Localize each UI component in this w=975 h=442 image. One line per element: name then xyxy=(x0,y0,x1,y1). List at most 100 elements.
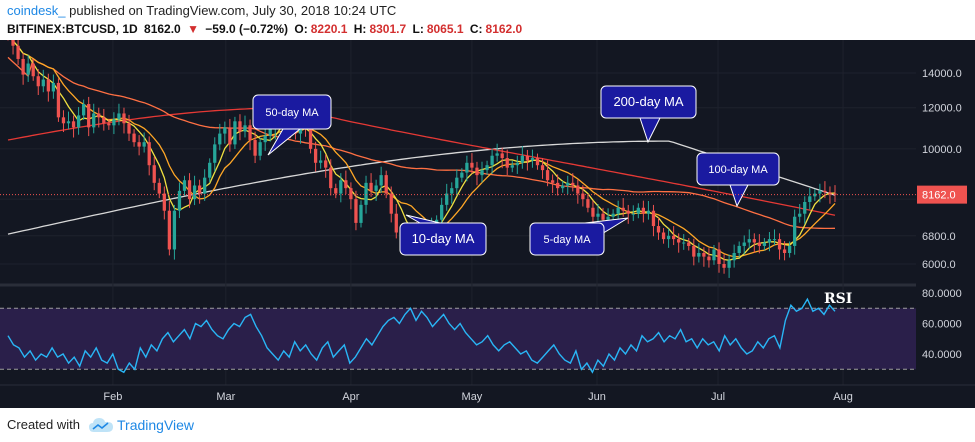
candle-up xyxy=(364,182,368,205)
ma50-line xyxy=(7,56,836,230)
candle-up xyxy=(218,133,222,145)
callout-100-day-ma: 100-day MA xyxy=(696,152,780,208)
candle-down xyxy=(656,226,661,233)
rsi-tick-label: 60.0000 xyxy=(922,319,962,331)
candle-down xyxy=(61,117,66,124)
candle-up xyxy=(379,175,383,186)
price-change: −59.0 (−0.72%) xyxy=(205,22,289,36)
price-tick-label: 10000.0 xyxy=(922,144,962,156)
rsi-line xyxy=(7,297,836,374)
candle-up xyxy=(732,253,736,261)
candle-up xyxy=(192,185,197,200)
price-tick-label: 12000.0 xyxy=(922,103,962,115)
candle-down xyxy=(152,165,156,183)
candle-down xyxy=(470,162,474,168)
candle-down xyxy=(540,165,545,171)
candle-down xyxy=(601,213,605,220)
candle-down xyxy=(550,180,555,183)
candle-down xyxy=(71,121,76,128)
candle-up xyxy=(798,213,802,217)
candle-up xyxy=(233,121,237,145)
candle-up xyxy=(737,245,741,254)
candle-down xyxy=(313,148,318,163)
candle-up xyxy=(530,158,535,161)
candle-up xyxy=(182,180,187,191)
candle-up xyxy=(26,63,30,75)
candle-down xyxy=(147,142,151,166)
candle-up xyxy=(51,82,56,92)
candle-down xyxy=(384,175,388,194)
candle-up xyxy=(727,260,731,268)
callout-200-day-ma: 200-day MA xyxy=(600,85,697,144)
candle-up xyxy=(596,213,600,217)
y-axis-background xyxy=(916,40,975,408)
candle-up xyxy=(616,207,620,214)
candle-down xyxy=(707,256,711,261)
candle-up xyxy=(490,155,494,166)
rsi-band xyxy=(0,308,916,370)
created-with-label: Created with xyxy=(7,417,80,432)
candle-down xyxy=(641,207,646,214)
candle-up xyxy=(112,119,116,126)
candle-down xyxy=(722,264,726,268)
candle-down xyxy=(329,167,333,189)
candle-down xyxy=(833,193,837,195)
tradingview-brand-link[interactable]: TradingView xyxy=(117,417,195,433)
candle-down xyxy=(167,210,172,250)
x-tick-label: Jun xyxy=(588,391,606,403)
candle-up xyxy=(793,216,797,246)
x-tick-label: Jul xyxy=(711,391,725,403)
candle-down xyxy=(31,63,35,77)
publish-info: published on TradingView.com, July 30, 2… xyxy=(69,3,397,18)
price-tick-label: 6000.0 xyxy=(922,259,956,271)
candle-down xyxy=(21,58,25,75)
candle-down xyxy=(556,182,560,189)
candle-up xyxy=(359,204,363,223)
close-label: C: xyxy=(469,22,483,36)
candle-down xyxy=(571,182,575,186)
candle-up xyxy=(213,144,217,163)
candle-up xyxy=(808,196,812,202)
candle-down xyxy=(11,40,15,46)
candle-down xyxy=(394,213,398,233)
callout-10-day-ma: 10-day MA xyxy=(399,214,487,256)
down-arrow-icon: ▼ xyxy=(187,22,199,36)
callout-label: 200-day MA xyxy=(613,94,683,109)
candle-down xyxy=(671,235,676,240)
candle-down xyxy=(349,188,353,200)
candle-up xyxy=(682,242,686,244)
callout-label: 10-day MA xyxy=(412,231,475,246)
candle-down xyxy=(197,185,202,194)
candle-up xyxy=(803,201,807,214)
candle-up xyxy=(465,162,469,173)
candle-down xyxy=(157,182,161,194)
rsi-tick-label: 80.0000 xyxy=(922,288,962,300)
candle-down xyxy=(137,142,141,147)
candle-up xyxy=(243,125,247,132)
candle-up xyxy=(208,162,212,178)
x-tick-label: May xyxy=(462,391,483,403)
candle-up xyxy=(223,127,227,134)
candle-down xyxy=(651,210,656,227)
rsi-label: RSI xyxy=(824,291,852,307)
candle-down xyxy=(525,155,530,161)
callout-box xyxy=(529,222,605,256)
candle-up xyxy=(762,242,767,246)
author-link[interactable]: coindesk_ xyxy=(7,3,66,18)
candle-up xyxy=(92,113,96,128)
candle-up xyxy=(631,213,635,215)
candle-up xyxy=(561,185,565,189)
price-chart[interactable]: RSI 50-day MA 200-day MA 100-day MA 10-day … xyxy=(0,40,975,408)
candle-down xyxy=(97,113,101,118)
x-tick-label: Aug xyxy=(833,391,853,403)
candle-up xyxy=(485,165,489,171)
price-tick-label: 6800.0 xyxy=(922,231,956,243)
candle-down xyxy=(535,158,540,166)
candle-down xyxy=(717,249,721,264)
candle-down xyxy=(626,210,630,214)
candle-down xyxy=(586,199,590,208)
candle-down xyxy=(823,190,827,193)
candle-up xyxy=(495,153,499,156)
candle-up xyxy=(374,185,378,191)
last-price: 8162.0 xyxy=(144,22,181,36)
